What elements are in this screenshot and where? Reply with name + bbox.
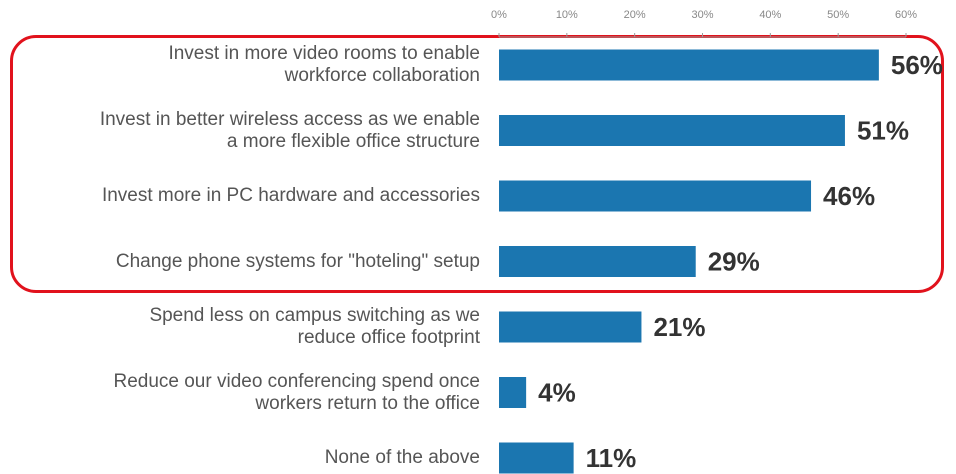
bar-value-label: 11% (586, 443, 637, 473)
category-label: Invest more in PC hardware and accessori… (101, 185, 480, 206)
bar-value-label: 46% (823, 181, 875, 211)
x-tick-label: 60% (895, 9, 917, 21)
bar (499, 442, 574, 474)
category-label: Invest in better wireless access as we e… (99, 108, 480, 152)
category-label: Reduce our video conferencing spend once… (113, 370, 480, 414)
bar-value-label: 21% (653, 312, 705, 342)
bar (499, 115, 845, 146)
x-tick-label: 10% (556, 9, 578, 21)
bar (499, 311, 642, 343)
category-label: Invest in more video rooms to enable wor… (168, 43, 480, 86)
x-tick-label: 0% (491, 9, 507, 21)
bar (499, 180, 812, 212)
category-label: None of the above (324, 447, 480, 468)
x-tick-label: 50% (827, 9, 849, 21)
bar-value-label: 29% (708, 247, 760, 277)
x-tick-label: 20% (624, 9, 646, 21)
x-tick-label: 30% (691, 9, 713, 21)
bar-value-label: 4% (538, 378, 576, 408)
bar (499, 377, 527, 408)
bar-value-label: 56% (891, 50, 943, 80)
bar (499, 246, 696, 277)
bar (499, 49, 879, 81)
x-tick-label: 40% (759, 9, 781, 21)
category-label: Spend less on campus switching as we red… (149, 305, 480, 348)
highlight-box (10, 35, 944, 293)
bar-value-label: 51% (857, 116, 909, 146)
category-label: Change phone systems for "hoteling" setu… (115, 250, 480, 272)
